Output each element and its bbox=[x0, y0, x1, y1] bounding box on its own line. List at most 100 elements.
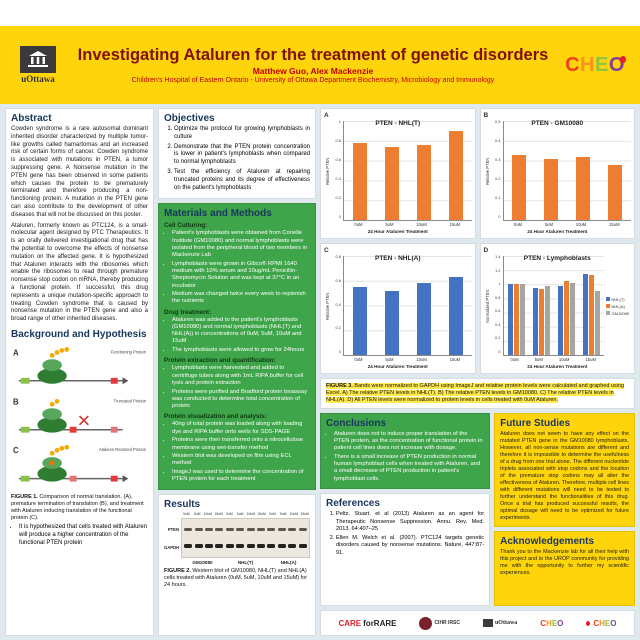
results-panel: Results PTEN GAPDH 0uM 5uM 10uM 15uM 0uM 5uM 1… bbox=[158, 494, 316, 636]
references-panel: References Peltz, Stuart. et al (2013) A… bbox=[320, 493, 491, 606]
y-tick-label: 0 bbox=[498, 348, 501, 354]
figure1-panel-c-caption: Ataluren Restored Protein bbox=[99, 447, 147, 452]
acknowledgements-heading: Acknowledgements bbox=[500, 535, 595, 547]
blot-band bbox=[236, 527, 245, 531]
legend-swatch bbox=[606, 311, 610, 315]
figure2-caption-label: FIGURE 2. bbox=[164, 568, 191, 575]
plot-area bbox=[343, 256, 472, 356]
cheo-letter: C bbox=[593, 618, 600, 628]
y-axis-title: Relative PTEN bbox=[325, 292, 330, 320]
reference-item: Peltz, Stuart. et al (2013) Ataluren as … bbox=[336, 511, 484, 533]
bar bbox=[582, 273, 588, 355]
figure1-panel-b-caption: Truncated Protein bbox=[114, 398, 147, 403]
lane-label: 15uM bbox=[214, 512, 223, 517]
cheo-letter: O bbox=[557, 618, 564, 628]
x-axis-title: 24 Hour Ataluren Treatment bbox=[367, 229, 428, 234]
x-tick-label: 0uM bbox=[513, 222, 523, 227]
bar-group bbox=[352, 256, 367, 355]
y-tick-label: 1.4 bbox=[494, 254, 501, 259]
x-axis-title: 24 Hour Ataluren Treatment bbox=[527, 364, 588, 369]
bar-group bbox=[582, 256, 600, 355]
drug-treatment-title: Drug treatment: bbox=[164, 308, 212, 316]
y-axis-title: Relative PTEN bbox=[325, 157, 330, 185]
blot-band bbox=[184, 544, 193, 549]
blot-band bbox=[225, 544, 234, 549]
x-tick-label: 15uM bbox=[609, 222, 620, 227]
y-tick-label: 0.3 bbox=[494, 157, 501, 162]
lane-label: 0uM bbox=[226, 512, 233, 517]
chart-pten-nhla: C PTEN - NHL(A) Relative PTEN 0.8 0.6 0.4 0.… bbox=[320, 243, 476, 374]
y-tick-label: 0.1 bbox=[494, 195, 501, 200]
figure1-panel-b-label: B bbox=[13, 397, 19, 406]
conclusions-heading: Conclusions bbox=[326, 417, 387, 429]
cheo-letter: C bbox=[565, 53, 581, 76]
figure1-diagram: A Functioning Protein bbox=[13, 347, 147, 482]
bar-group bbox=[576, 121, 591, 220]
x-axis-title: 24 Hour Ataluren Treatment bbox=[367, 364, 428, 369]
abstract-paragraph-1: Cowden syndrome is a rare autosomal domi… bbox=[11, 126, 148, 218]
bar-group bbox=[507, 256, 525, 355]
y-axis-ticks: 0.5 0.4 0.3 0.2 0.1 0 bbox=[491, 119, 503, 219]
x-axis-ticks: 0uM 5uM 10uM 15uM bbox=[503, 356, 605, 363]
left-column: Abstract Cowden syndrome is a rare autos… bbox=[5, 108, 154, 636]
objectives-panel: Objectives Optimize the protocol for gro… bbox=[158, 108, 316, 200]
figure1-caption-label: FIGURE 1. bbox=[11, 493, 38, 500]
background-heading: Background and Hypothesis bbox=[11, 328, 147, 340]
cheo-letter: C bbox=[540, 618, 547, 628]
bar bbox=[416, 144, 431, 220]
y-tick-label: 0.8 bbox=[494, 294, 501, 300]
y-tick-label: 0.2 bbox=[335, 325, 341, 331]
y-tick-label: 0.5 bbox=[494, 119, 501, 124]
cheo-letter: H bbox=[599, 618, 605, 628]
bar bbox=[519, 284, 525, 355]
blot-lanes: 0uM 5uM 10uM 15uM 0uM 5uM 10uM 15uM 0uM 5uM 10uM 15… bbox=[181, 512, 310, 566]
cheo-foundation-text: CHEO bbox=[593, 619, 616, 628]
balloon-icon bbox=[620, 55, 626, 63]
figure3-caption-text: Bands were normalized to GAPDH using Ima… bbox=[326, 383, 625, 403]
blot-band bbox=[288, 544, 297, 549]
x-tick-label: 15uM bbox=[449, 222, 461, 227]
y-tick-label: 0 bbox=[338, 214, 341, 219]
x-axis-ticks: 0uM 5uM 10uM 15uM bbox=[343, 221, 472, 228]
cihr-text: CIHR IRSC bbox=[434, 620, 460, 626]
abstract-paragraph-2: Ataluren, formerly known as PTC124, is a… bbox=[11, 222, 148, 323]
lane-label: 5uM bbox=[193, 512, 201, 517]
figure1-caption: FIGURE 1. Comparison of normal translati… bbox=[11, 494, 148, 522]
y-axis-ticks: 1 0.8 0.6 0.4 0.2 0 bbox=[331, 119, 343, 219]
x-tick-label: 5uM bbox=[534, 357, 543, 362]
cheo-logo: CHEO bbox=[558, 54, 632, 77]
figure1-panel-a-label: A bbox=[13, 348, 19, 357]
x-tick-label: 10uM bbox=[416, 222, 427, 227]
bar-group bbox=[448, 121, 463, 220]
legend-swatch bbox=[606, 297, 610, 301]
y-tick-label: 0.2 bbox=[494, 335, 501, 341]
bar bbox=[538, 288, 544, 355]
chart-panel-letter: B bbox=[483, 112, 489, 119]
chart-pten-lymphoblasts: D PTEN - Lymphoblasts Normalized PTEN 1.4… bbox=[479, 243, 635, 374]
y-tick-label: 0.4 bbox=[335, 176, 341, 181]
blot-band bbox=[267, 527, 276, 531]
chart-legend: NHL(T) NHL(A) GM10080 bbox=[604, 256, 631, 356]
cheo-footer-logo: CHEO bbox=[540, 619, 563, 628]
bar-group bbox=[608, 121, 623, 220]
bar-group bbox=[557, 256, 575, 355]
x-tick-label: 0uM bbox=[354, 357, 363, 362]
lane-label: 0uM bbox=[183, 512, 190, 517]
y-tick-label: 0.4 bbox=[494, 321, 501, 327]
lane-label: 10uM bbox=[203, 512, 213, 517]
care4rare-text-red: CARE bbox=[338, 618, 362, 628]
y-axis-ticks: 0.8 0.6 0.4 0.2 0 bbox=[331, 254, 343, 354]
top-margin bbox=[0, 0, 640, 26]
conclusion-item: Ataluren does not to induce proper trans… bbox=[334, 431, 484, 453]
group-label: GM10080 bbox=[192, 559, 213, 565]
method-item: The lymphoblasts were allowed to grow fo… bbox=[172, 347, 310, 354]
poster-authors: Matthew Guo, Alex Mackenzie bbox=[252, 66, 374, 77]
acknowledgements-panel: Acknowledgements Thank you to the Macken… bbox=[494, 530, 635, 606]
y-tick-label: 0 bbox=[498, 214, 501, 219]
blot-band bbox=[194, 544, 203, 549]
method-item: Lymphoblasts were grown in Gibco® RPMI 1… bbox=[172, 261, 310, 290]
chart-panel-letter: A bbox=[324, 112, 329, 119]
figure3-caption: FIGURE 3. Bands were normalized to GAPDH… bbox=[326, 383, 629, 404]
y-axis-title: Relative PTEN bbox=[484, 157, 490, 185]
blot-band bbox=[277, 527, 286, 531]
